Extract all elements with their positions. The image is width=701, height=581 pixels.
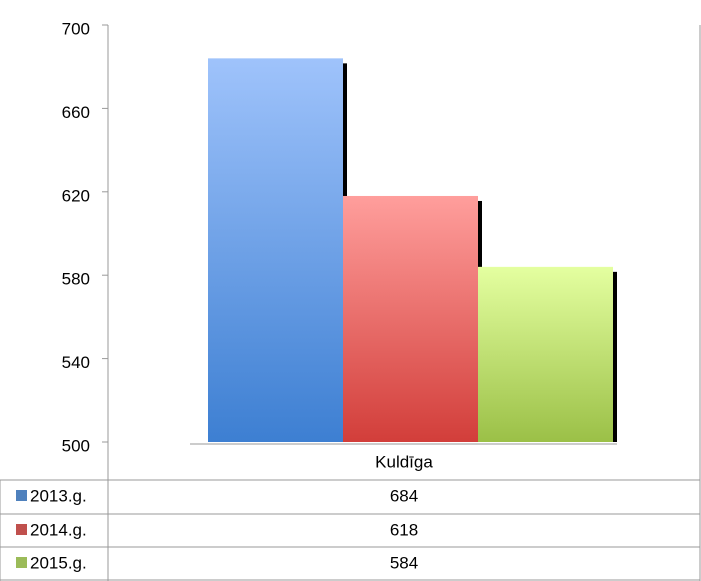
legend-key-2013	[16, 490, 27, 501]
bar-2013	[208, 58, 343, 443]
series-name-2013: 2013.g.	[30, 486, 87, 505]
y-tick-label: 540	[62, 353, 90, 372]
y-tick-label: 660	[62, 103, 90, 122]
data-label-2015: 584	[390, 553, 418, 572]
legend-key-2014	[16, 524, 27, 535]
series-name-2014: 2014.g.	[30, 520, 87, 539]
series-name-2015: 2015.g.	[30, 553, 87, 572]
data-table	[0, 444, 701, 581]
data-label-2013: 684	[390, 486, 418, 505]
bar-2014	[343, 195, 478, 442]
y-tick-label: 580	[62, 270, 90, 289]
bar-2015	[478, 266, 613, 442]
data-label-2014: 618	[390, 520, 418, 539]
y-tick-label: 500	[62, 436, 90, 455]
y-tick-label: 620	[62, 186, 90, 205]
bar-group	[208, 58, 617, 443]
legend-key-2015	[16, 557, 27, 568]
y-tick-label: 700	[62, 19, 90, 38]
y-tick-marks	[102, 24, 108, 443]
bar-shadow-2015	[613, 271, 617, 442]
category-label: Kuldīga	[375, 452, 433, 471]
y-tick-labels: 700 660 620 580 540 500	[62, 19, 90, 455]
